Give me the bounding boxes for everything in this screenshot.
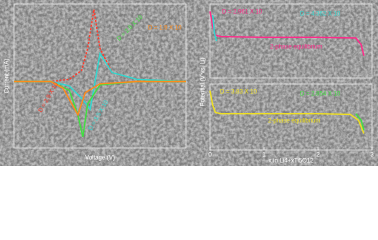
plot-frame (209, 3, 373, 79)
x-tick-label: 1 (262, 153, 266, 159)
x-tick-label: 3 (370, 153, 374, 159)
data-line (14, 9, 187, 83)
x-axis-label: x in Li4+xTi5O12 (269, 159, 315, 165)
y-axis-label: Potential (V vs. Li) (201, 58, 207, 107)
annotation: 2-phase equilibrium (268, 119, 320, 125)
data-line (14, 51, 187, 111)
annotation: D = 1.9 X 10 (148, 26, 182, 32)
annotation: 2-phase equilibrium (270, 45, 322, 51)
annotation: D = 3.83 X 10 (220, 90, 258, 96)
data-line (212, 15, 218, 42)
data-line (14, 80, 186, 117)
annotation: D = 2.854 X 10 (300, 92, 341, 98)
annotation: D = 2.961 X 10 (222, 10, 263, 16)
data-line (209, 90, 365, 134)
data-line (355, 113, 365, 131)
plot-frame (209, 83, 373, 151)
x-tick-label: 0 (208, 153, 212, 159)
x-axis-label: Voltage (V) (85, 156, 115, 162)
x-tick-label: 2 (316, 153, 320, 159)
plot-frame (13, 3, 187, 149)
figure: Voltage (V)Current (mA)D = 2.9 X 10D = 3… (0, 0, 378, 166)
y-axis-label: Current (mA) (5, 59, 11, 94)
annotation: D = 4.362 X 10 (300, 12, 341, 18)
sem-texture (0, 0, 378, 166)
